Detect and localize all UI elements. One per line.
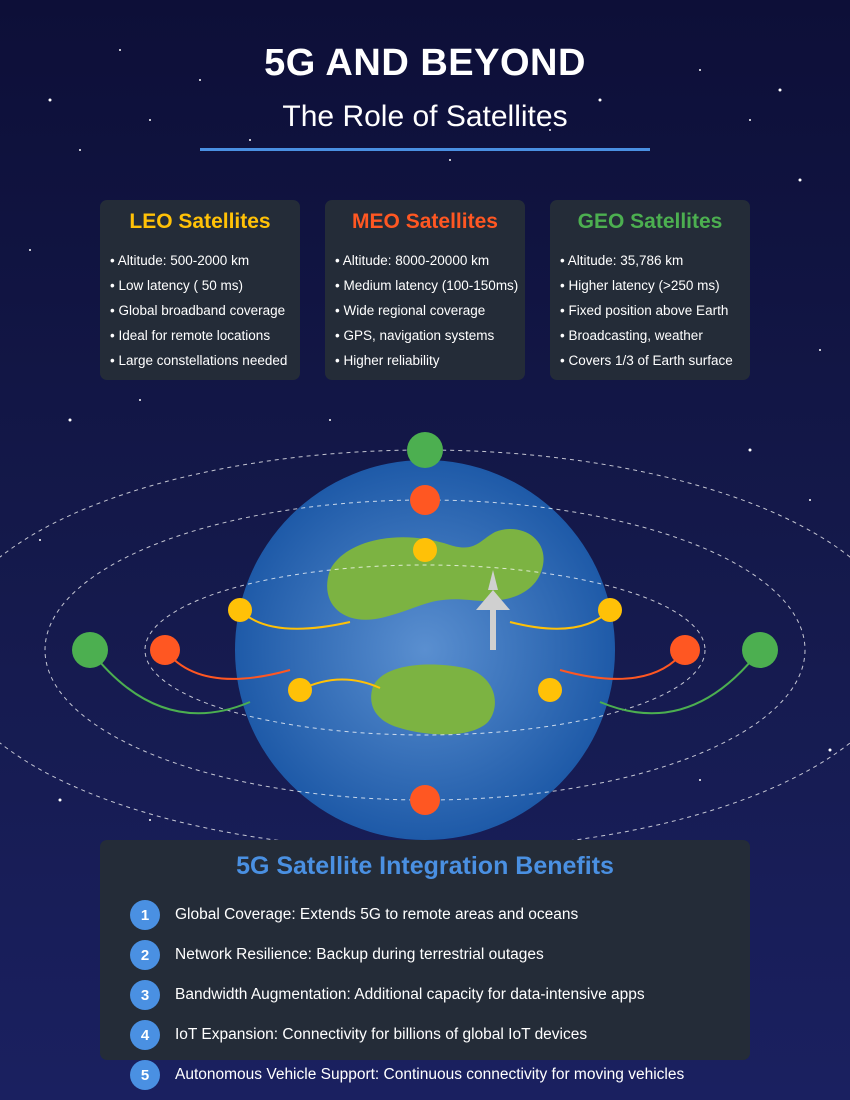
title-underline <box>200 148 650 151</box>
card-meo-item: Higher reliability <box>335 348 525 373</box>
card-meo-item: Wide regional coverage <box>335 298 525 323</box>
card-geo: GEO Satellites Altitude: 35,786 km Highe… <box>550 200 750 380</box>
geo-satellite-icon <box>407 432 443 468</box>
benefit-item: 1 Global Coverage: Extends 5G to remote … <box>130 900 830 940</box>
geo-satellite-icon <box>742 632 778 668</box>
leo-satellite-icon <box>538 678 562 702</box>
page-title: 5G AND BEYOND <box>264 42 586 84</box>
card-geo-item: Fixed position above Earth <box>560 298 750 323</box>
benefit-number-badge: 5 <box>130 1060 160 1090</box>
card-leo-item: Altitude: 500-2000 km <box>110 248 300 273</box>
earth-globe-icon <box>235 460 615 840</box>
leo-orbit-path <box>144 564 706 736</box>
satellite-orbit-diagram <box>0 432 850 850</box>
card-geo-item: Broadcasting, weather <box>560 323 750 348</box>
benefits-panel: 5G Satellite Integration Benefits <box>100 840 750 1060</box>
benefit-text: Global Coverage: Extends 5G to remote ar… <box>175 906 579 923</box>
card-title-leo: LEO Satellites <box>129 210 271 233</box>
card-title-geo: GEO Satellites <box>577 210 723 233</box>
benefit-number-badge: 1 <box>130 900 160 930</box>
leo-satellite-icon <box>598 598 622 622</box>
meo-satellite-icon <box>150 635 180 665</box>
card-leo-item: Low latency ( 50 ms) <box>110 273 300 298</box>
benefit-text: Bandwidth Augmentation: Additional capac… <box>175 986 645 1003</box>
meo-satellite-icon <box>410 785 440 815</box>
benefits-title: 5G Satellite Integration Benefits <box>236 852 614 880</box>
card-geo-item: Altitude: 35,786 km <box>560 248 750 273</box>
page-subtitle: The Role of Satellites <box>282 100 568 133</box>
geo-satellite-icon <box>72 632 108 668</box>
card-leo: LEO Satellites Altitude: 500-2000 km Low… <box>100 200 300 380</box>
leo-satellite-icon <box>228 598 252 622</box>
benefit-item: 3 Bandwidth Augmentation: Additional cap… <box>130 980 830 1020</box>
card-meo-item: GPS, navigation systems <box>335 323 525 348</box>
card-meo: MEO Satellites Altitude: 8000-20000 km M… <box>325 200 525 380</box>
benefit-number-badge: 2 <box>130 940 160 970</box>
card-meo-item: Altitude: 8000-20000 km <box>335 248 525 273</box>
leo-satellite-icon <box>288 678 312 702</box>
geo-signal-link <box>599 649 761 715</box>
benefits-list: 1 Global Coverage: Extends 5G to remote … <box>130 900 830 1100</box>
benefit-number-badge: 4 <box>130 1020 160 1050</box>
meo-satellite-icon <box>670 635 700 665</box>
benefit-text: IoT Expansion: Connectivity for billions… <box>175 1026 588 1043</box>
card-geo-item: Covers 1/3 of Earth surface <box>560 348 750 373</box>
leo-satellite-icon <box>413 538 437 562</box>
benefit-item: 5 Autonomous Vehicle Support: Continuous… <box>130 1060 830 1100</box>
ground-antenna-arrow-icon <box>476 570 510 650</box>
benefit-number-badge: 3 <box>130 980 160 1010</box>
continent-south <box>371 664 495 735</box>
card-leo-item: Global broadband coverage <box>110 298 300 323</box>
benefit-text: Network Resilience: Backup during terres… <box>175 946 544 963</box>
benefit-item: 4 IoT Expansion: Connectivity for billio… <box>130 1020 830 1060</box>
card-geo-item: Higher latency (>250 ms) <box>560 273 750 298</box>
card-leo-item: Ideal for remote locations <box>110 323 300 348</box>
card-title-meo: MEO Satellites <box>352 210 498 233</box>
card-leo-item: Large constellations needed <box>110 348 300 373</box>
meo-satellite-icon <box>410 485 440 515</box>
benefit-text: Autonomous Vehicle Support: Continuous c… <box>175 1066 685 1083</box>
card-meo-item: Medium latency (100-150ms) <box>335 273 525 298</box>
geo-signal-link <box>89 649 251 715</box>
benefit-item: 2 Network Resilience: Backup during terr… <box>130 940 830 980</box>
